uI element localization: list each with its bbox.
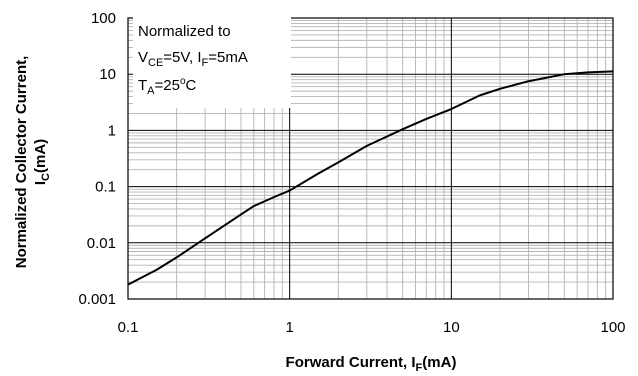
annotation-background (133, 14, 291, 108)
y-tick-label: 0.01 (87, 235, 116, 252)
plot-frame (127, 17, 614, 300)
y-tick-label: 100 (91, 10, 116, 27)
x-tick-label: 1 (285, 319, 293, 336)
y-axis-tick-labels: 0.001 0.01 0.1 1 10 100 (78, 10, 116, 308)
x-axis-tick-labels: 0.1 1 10 100 (118, 319, 626, 336)
y-tick-label: 0.1 (95, 179, 116, 196)
annotation-line-1: Normalized to (138, 23, 231, 40)
series-layer (127, 70, 614, 286)
annotation-line-3: TA=25oC (138, 76, 197, 97)
y-axis-label-line-1: Normalized Collector Current, (13, 56, 30, 269)
x-tick-label: 10 (443, 319, 460, 336)
annotation-box: Normalized to VCE=5V, IF=5mA TA=25oC (133, 14, 291, 108)
annotation-line-2: VCE=5V, IF=5mA (138, 49, 248, 69)
y-axis-label-line-2: IC(mA) (32, 139, 52, 185)
series-line (127, 70, 614, 286)
y-tick-label: 0.001 (78, 291, 116, 308)
y-tick-label: 1 (108, 122, 116, 139)
y-axis-label: Normalized Collector Current, IC(mA) (13, 56, 52, 269)
x-axis-label: Forward Current, IF(mA) (286, 354, 457, 374)
y-tick-label: 10 (99, 66, 116, 83)
x-tick-label: 100 (600, 319, 625, 336)
x-tick-label: 0.1 (118, 319, 139, 336)
